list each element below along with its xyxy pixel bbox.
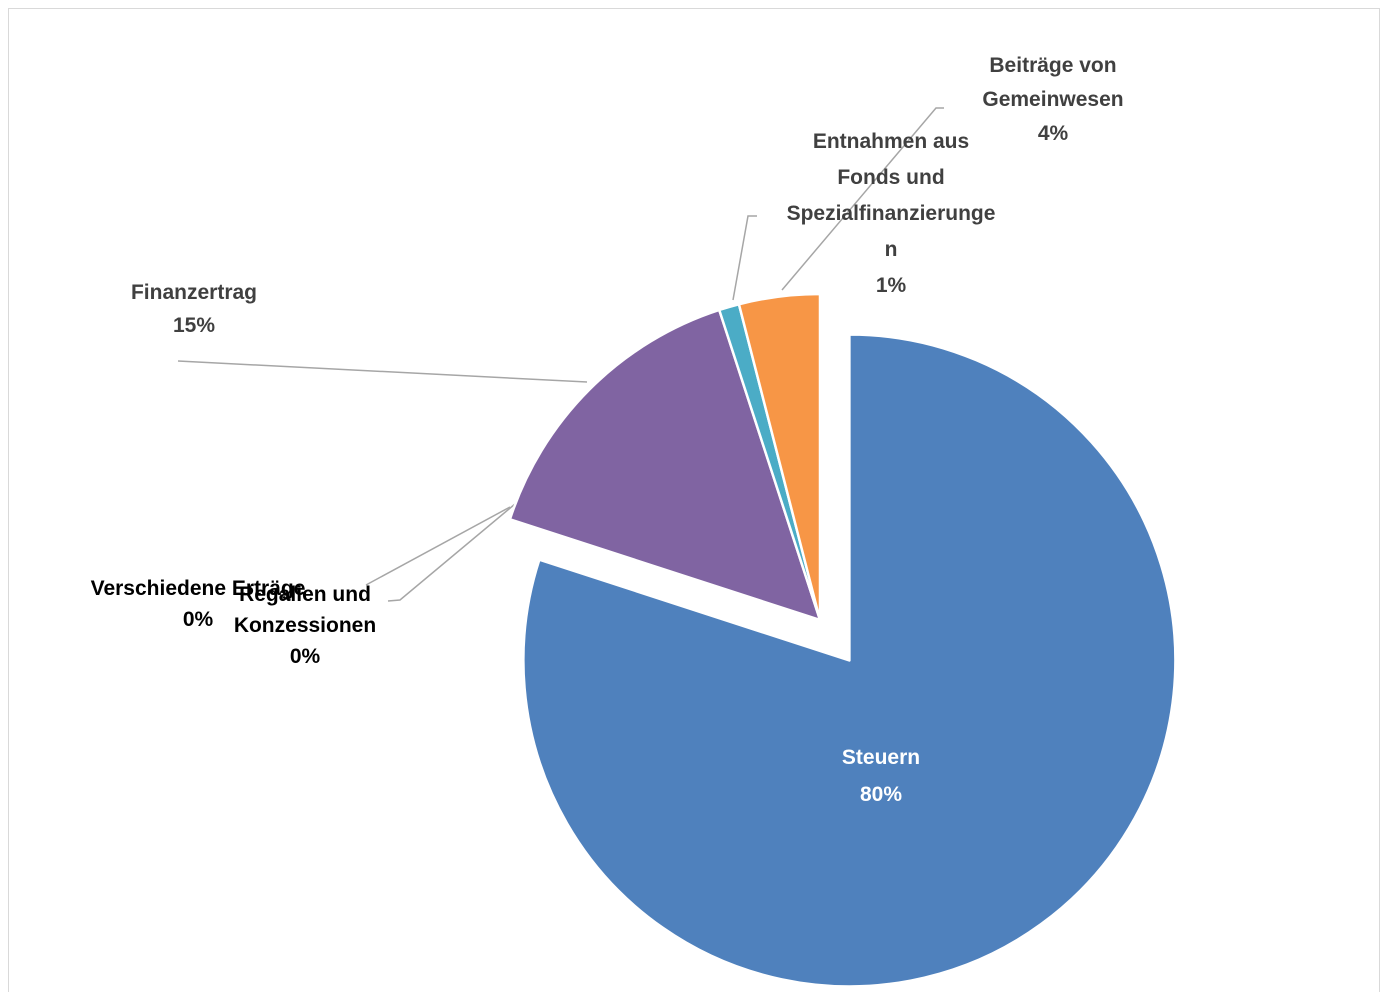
leader-line-beitraege-von-gemeinwesen bbox=[781, 107, 944, 291]
data-label-finanzertrag: Finanzertrag 15% bbox=[131, 281, 257, 337]
data-label-entnahmen-aus-fonds-und-spezialfinanzierungen: Entnahmen aus Fonds und Spezialfinanzierun… bbox=[787, 130, 996, 297]
data-label-name: Fonds und bbox=[837, 166, 944, 189]
pie-slice-beitraege-von-gemeinwesen bbox=[737, 292, 822, 622]
leader-line-verschiedene-ertraege bbox=[365, 506, 511, 586]
data-labels: Steuern 80%Regalien und Konzessionen 0%Vers… bbox=[91, 54, 1124, 806]
data-label-name: Spezialfinanzierunge bbox=[787, 202, 996, 225]
data-label-steuern: Steuern 80% bbox=[842, 746, 920, 806]
leader-line-entnahmen-aus-fonds-und-spezialfinanzierungen bbox=[732, 215, 757, 301]
leader-line-regalien-und-konzessionen bbox=[387, 503, 516, 602]
data-label-name: Konzessionen bbox=[234, 614, 376, 637]
data-label-regalien-und-konzessionen: Regalien und Konzessionen 0% bbox=[234, 583, 376, 668]
data-label-percent: 1% bbox=[876, 274, 907, 297]
data-label-percent: 4% bbox=[1038, 122, 1069, 145]
pie-slice-finanzertrag bbox=[508, 308, 822, 622]
pie-slices bbox=[508, 292, 1177, 988]
data-label-name: Beiträge von bbox=[989, 54, 1116, 77]
data-label-percent: 15% bbox=[173, 314, 215, 337]
data-label-name: n bbox=[885, 238, 898, 261]
data-label-percent: 0% bbox=[290, 645, 321, 668]
data-label-name: Finanzertrag bbox=[131, 281, 257, 304]
data-label-verschiedene-ertraege: Verschiedene Erträge 0% bbox=[91, 577, 306, 631]
data-label-beitraege-von-gemeinwesen: Beiträge von Gemeinwesen 4% bbox=[982, 54, 1123, 145]
pie-slice-steuern bbox=[522, 333, 1177, 988]
data-label-name: Verschiedene Erträge bbox=[91, 577, 306, 600]
data-label-name: Regalien und bbox=[239, 583, 371, 606]
data-label-name: Entnahmen aus bbox=[813, 130, 969, 153]
data-label-name: Gemeinwesen bbox=[982, 88, 1123, 111]
data-label-name: Steuern bbox=[842, 746, 920, 769]
leader-line-finanzertrag bbox=[177, 360, 588, 383]
leader-lines bbox=[177, 107, 944, 602]
data-label-percent: 0% bbox=[183, 608, 214, 631]
data-label-percent: 80% bbox=[860, 783, 902, 806]
